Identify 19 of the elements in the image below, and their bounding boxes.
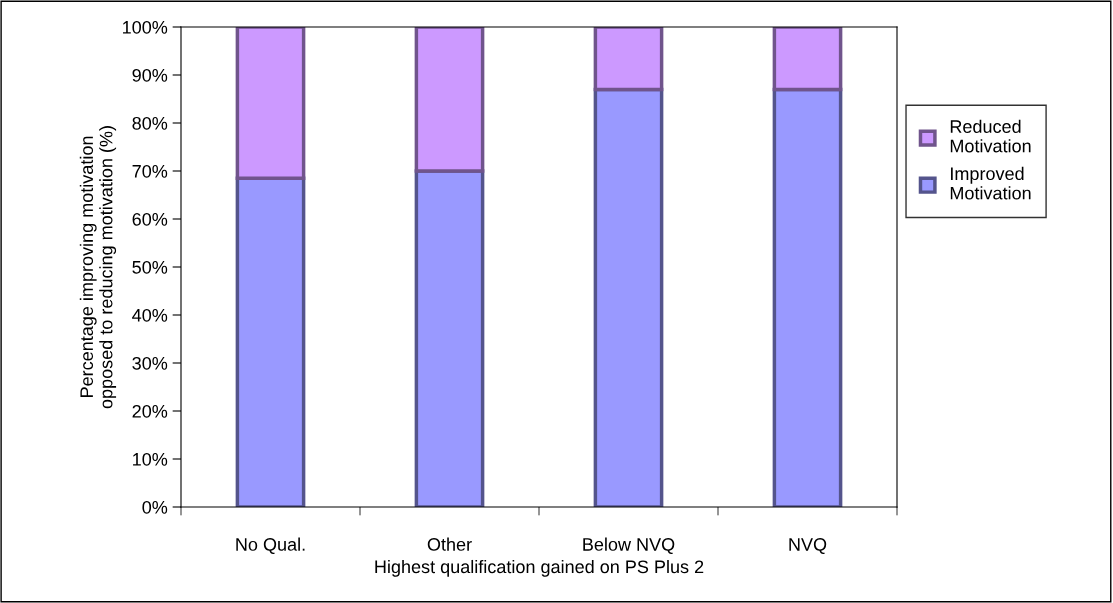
y-tick-label: 80% — [132, 116, 168, 130]
y-tick-label: 10% — [133, 452, 168, 466]
y-tick-label: 70% — [132, 164, 168, 178]
y-tick-label: 40% — [132, 308, 168, 322]
legend-label: Reduced Motivation — [950, 119, 1031, 153]
x-tick-label: Below NVQ — [583, 537, 675, 555]
x-tick-label: No Qual. — [236, 537, 305, 555]
x-tick-label: Other — [427, 537, 472, 551]
y-tick-label: 0% — [142, 500, 168, 514]
y-tick-label: 20% — [132, 404, 168, 418]
y-tick-label: 30% — [132, 356, 168, 370]
y-tick-label: 60% — [132, 212, 168, 226]
y-tick-label: 100% — [123, 20, 168, 34]
legend-label: Improved Motivation — [950, 166, 1031, 200]
x-tick-label: NVQ — [789, 538, 827, 555]
y-tick-label: 90% — [132, 68, 168, 82]
y-tick-label: 50% — [132, 260, 168, 274]
x-axis-title: Highest qualification gained on PS Plus 2 — [375, 559, 704, 577]
y-axis-title: Percentage improving motivation opposed to reducing motivation (%) — [79, 126, 117, 409]
